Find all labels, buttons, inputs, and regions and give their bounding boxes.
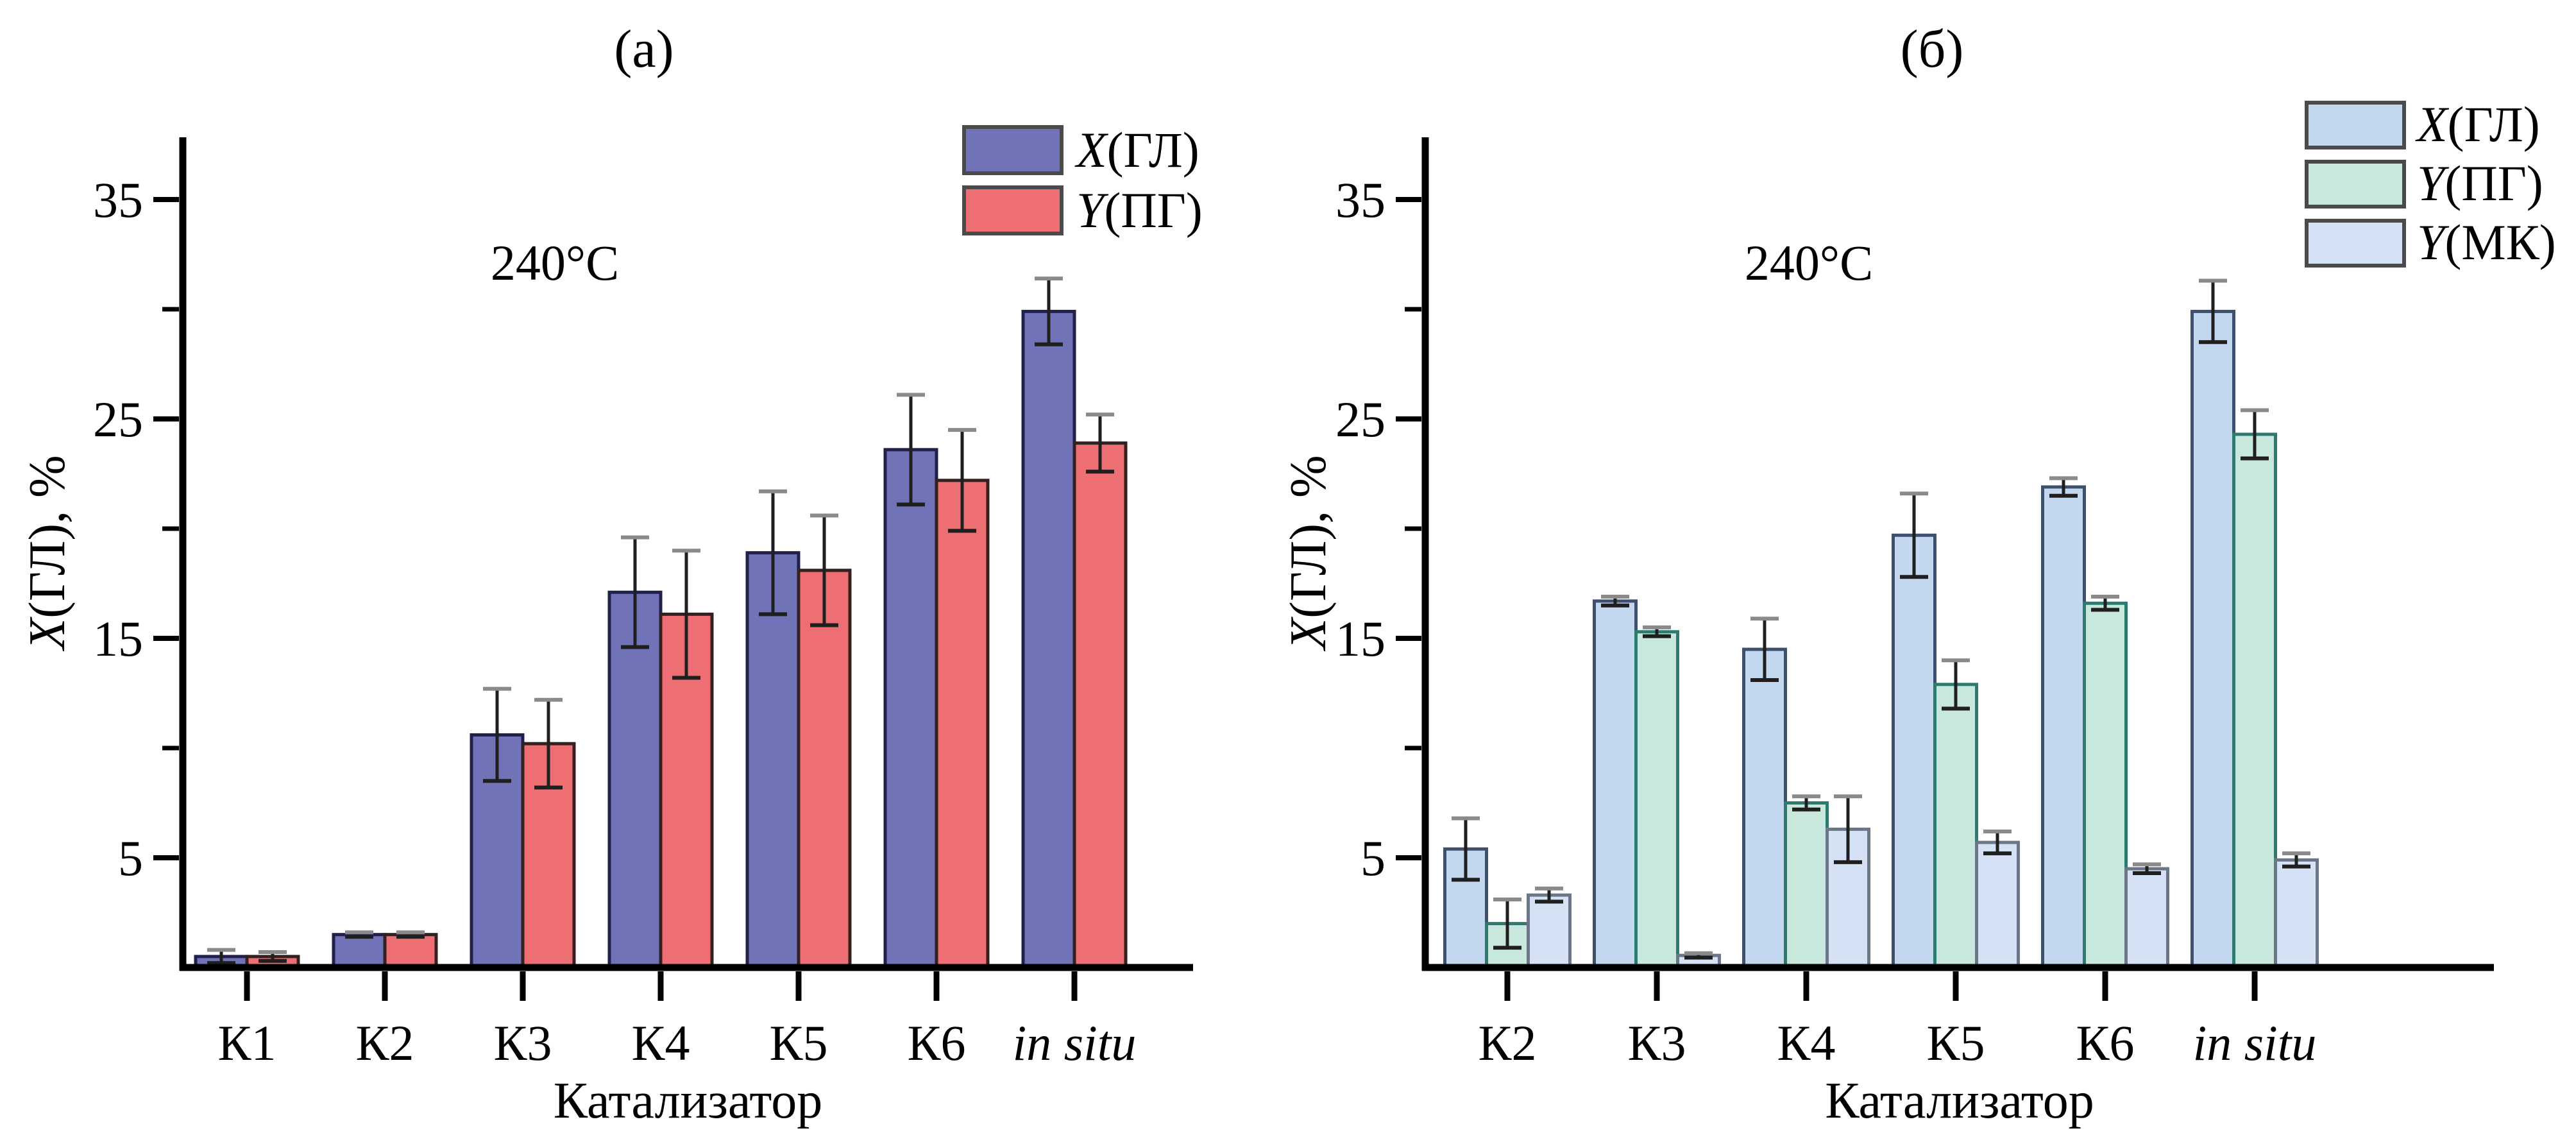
panel-b: (б) 5 15 25 35 К2 К3 К4 К5 К6 in situ Катализатор X… — [1288, 0, 2576, 1133]
y-tick-label: 25 — [1335, 391, 1385, 447]
bar-К4-X(ГЛ) — [607, 590, 663, 969]
y-tick-label: 5 — [1360, 830, 1385, 886]
legend-swatch-Y(МК) — [2305, 219, 2406, 268]
bar-К6-X(ГЛ) — [2041, 485, 2086, 969]
legend-label-Y(ПГ): Y(ПГ) — [2417, 155, 2543, 211]
bar-К5-X(ГЛ) — [745, 551, 801, 969]
y-tick-label: 35 — [93, 172, 143, 228]
bar-in situ-X(ГЛ) — [2190, 309, 2235, 969]
bar-К6-Y(МК) — [2124, 867, 2169, 969]
bar-К4-Y(ПГ) — [1784, 801, 1829, 969]
y-tick-label: 5 — [118, 830, 143, 886]
x-tick-label-К5: К5 — [1926, 1015, 1985, 1071]
bar-К6-Y(ПГ) — [935, 479, 990, 969]
bar-К2-Y(МК) — [1527, 893, 1572, 969]
x-tick-label-in situ: in situ — [2193, 1015, 2317, 1071]
bar-in situ-X(ГЛ) — [1021, 309, 1076, 969]
bar-К5-Y(ПГ) — [797, 568, 852, 969]
temperature-annotation: 240°C — [491, 235, 619, 291]
x-tick-label-К6: К6 — [2076, 1015, 2134, 1071]
panel-a-label-text: (а) — [614, 19, 674, 79]
bar-К2-X(ГЛ) — [332, 933, 387, 969]
bar-К6-X(ГЛ) — [883, 448, 938, 969]
x-tick-label-К4: К4 — [1777, 1015, 1835, 1071]
x-axis-title: Катализатор — [1825, 1073, 2094, 1129]
legend-swatch-X(ГЛ) — [2305, 101, 2406, 149]
bar-in situ-Y(МК) — [2274, 858, 2319, 969]
bar-К5-X(ГЛ) — [1892, 533, 1936, 969]
legend-swatch-Y(ПГ) — [962, 185, 1063, 235]
bar-К4-X(ГЛ) — [1742, 647, 1787, 969]
bar-К3-X(ГЛ) — [1593, 599, 1638, 969]
y-tick-label: 15 — [93, 611, 143, 667]
x-tick-label-К6: К6 — [907, 1015, 965, 1071]
legend-label-Y(МК): Y(МК) — [2417, 214, 2556, 270]
x-axis-title: Катализатор — [554, 1073, 823, 1129]
panel-b-label: (б) — [1288, 18, 2576, 80]
bar-К6-Y(ПГ) — [2083, 601, 2128, 969]
bar-К5-Y(МК) — [1975, 840, 2020, 969]
x-tick-label-К5: К5 — [769, 1015, 827, 1071]
y-tick-label: 25 — [93, 391, 143, 447]
y-tick-label: 35 — [1335, 172, 1385, 228]
panel-a: (а) 5 15 25 35 К1 К2 К3 К4 К5 К6 in situ Катализато… — [0, 18, 1288, 1129]
y-axis-title: X(ГЛ), % — [19, 455, 76, 651]
bar-К2-Y(ПГ) — [383, 933, 438, 969]
x-tick-label-К1: К1 — [217, 1015, 276, 1071]
x-tick-label-К3: К3 — [493, 1015, 552, 1071]
legend-label-X(ГЛ): X(ГЛ) — [2415, 96, 2540, 152]
legend-swatch-Y(ПГ) — [2305, 160, 2406, 209]
panel-a-label: (а) — [0, 18, 1288, 80]
x-tick-label-К3: К3 — [1627, 1015, 1686, 1071]
x-tick-label-К4: К4 — [631, 1015, 690, 1071]
bar-К5-Y(ПГ) — [1933, 683, 1978, 969]
bar-chart-b: 5 15 25 35 К2 К3 К4 К5 К6 in situ Катализатор X(ГЛ)… — [1288, 96, 2556, 1129]
bar-in situ-Y(ПГ) — [2232, 432, 2277, 969]
legend-swatch-X(ГЛ) — [962, 125, 1063, 175]
panel-b-label-text: (б) — [1900, 19, 1964, 79]
legend-label-X(ГЛ): X(ГЛ) — [1074, 122, 1199, 178]
x-tick-label-К2: К2 — [355, 1015, 414, 1071]
temperature-annotation: 240°C — [1745, 235, 1873, 291]
bar-chart-a: 5 15 25 35 К1 К2 К3 К4 К5 К6 in situ Катализатор X(Г… — [19, 122, 1203, 1129]
legend-label-Y(ПГ): Y(ПГ) — [1076, 182, 1203, 238]
bar-К3-Y(ПГ) — [1634, 630, 1679, 969]
x-tick-label-К2: К2 — [1478, 1015, 1536, 1071]
x-tick-label-in situ: in situ — [1013, 1015, 1137, 1071]
bar-in situ-Y(ПГ) — [1072, 441, 1128, 969]
y-axis-title: X(ГЛ), % — [1288, 455, 1337, 651]
y-tick-label: 15 — [1335, 611, 1385, 667]
